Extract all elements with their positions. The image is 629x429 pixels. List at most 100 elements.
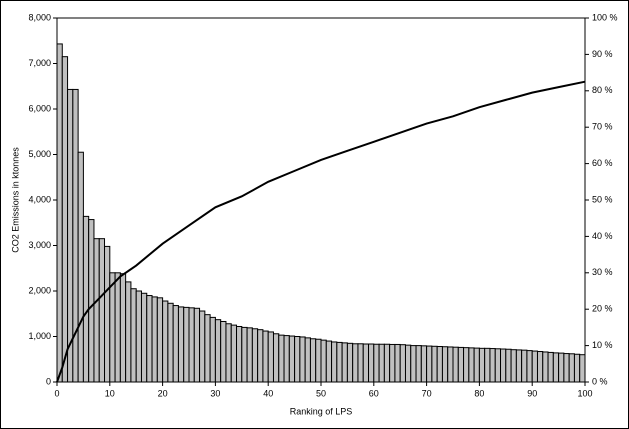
bar bbox=[521, 349, 528, 383]
y2-tick-label: 90 % bbox=[592, 49, 613, 59]
bar bbox=[241, 326, 248, 383]
bar bbox=[98, 238, 106, 383]
y2-tick-label: 100 % bbox=[592, 12, 618, 22]
bar bbox=[378, 343, 385, 383]
bar bbox=[125, 281, 132, 383]
bar bbox=[420, 345, 428, 383]
bar bbox=[61, 56, 69, 383]
y2-tick-label: 10 % bbox=[592, 340, 613, 350]
bar bbox=[93, 238, 100, 383]
x-tick-label: 30 bbox=[210, 388, 220, 398]
bar bbox=[167, 302, 174, 383]
bar bbox=[341, 342, 348, 383]
bar bbox=[272, 333, 280, 383]
bar bbox=[299, 336, 306, 383]
bar bbox=[177, 306, 185, 383]
bar bbox=[436, 346, 443, 383]
x-tick-label: 100 bbox=[577, 388, 592, 398]
bar bbox=[172, 305, 179, 383]
bar bbox=[188, 307, 195, 383]
bar bbox=[130, 288, 137, 383]
bar bbox=[426, 345, 433, 383]
bar bbox=[315, 338, 322, 383]
bar bbox=[119, 273, 127, 383]
bar bbox=[88, 219, 95, 383]
bar bbox=[104, 245, 111, 383]
bar bbox=[220, 320, 227, 383]
x-tick-label: 20 bbox=[158, 388, 168, 398]
bar bbox=[251, 328, 259, 383]
x-tick-label: 0 bbox=[54, 388, 59, 398]
bar bbox=[558, 352, 565, 383]
y2-tick-label: 20 % bbox=[592, 304, 613, 314]
bar bbox=[336, 341, 343, 383]
y-tick-label: 3,000 bbox=[28, 240, 51, 250]
bar bbox=[246, 327, 253, 383]
bar bbox=[505, 348, 512, 383]
bar bbox=[309, 338, 317, 383]
bar bbox=[563, 353, 570, 383]
bar bbox=[531, 350, 538, 383]
bar bbox=[214, 319, 222, 383]
bar bbox=[394, 343, 401, 383]
bar bbox=[352, 343, 359, 383]
bar bbox=[109, 272, 116, 383]
bar bbox=[404, 344, 412, 383]
bar bbox=[151, 296, 158, 383]
bar bbox=[346, 342, 354, 383]
bar bbox=[82, 215, 90, 383]
bar bbox=[209, 316, 216, 383]
bar bbox=[489, 348, 496, 383]
x-tick-label: 60 bbox=[369, 388, 379, 398]
y2-tick-label: 40 % bbox=[592, 231, 613, 241]
bar bbox=[389, 343, 396, 383]
bar bbox=[552, 352, 560, 383]
bar bbox=[156, 297, 164, 383]
bar bbox=[447, 346, 454, 383]
bar bbox=[204, 314, 211, 383]
bar bbox=[135, 290, 142, 383]
y-tick-label: 8,000 bbox=[28, 12, 51, 22]
bar bbox=[457, 346, 465, 383]
bar bbox=[431, 345, 438, 383]
bar bbox=[320, 339, 327, 383]
bar bbox=[278, 334, 285, 383]
y-tick-label: 6,000 bbox=[28, 103, 51, 113]
bar bbox=[484, 347, 491, 383]
bar bbox=[267, 331, 274, 383]
bar bbox=[568, 353, 575, 383]
bar bbox=[463, 347, 470, 383]
bar bbox=[494, 348, 502, 383]
x-axis-label: Ranking of LPS bbox=[290, 406, 353, 416]
x-tick-label: 40 bbox=[263, 388, 273, 398]
bar bbox=[183, 306, 190, 383]
bar bbox=[140, 292, 148, 383]
bar bbox=[468, 347, 475, 383]
y2-tick-label: 80 % bbox=[592, 85, 613, 95]
bar bbox=[114, 272, 121, 383]
bar bbox=[193, 307, 201, 383]
x-tick-label: 50 bbox=[316, 388, 326, 398]
bar bbox=[56, 43, 63, 383]
bar bbox=[383, 343, 391, 383]
bar bbox=[368, 343, 375, 383]
bar bbox=[452, 346, 459, 383]
bar bbox=[304, 337, 311, 383]
bar bbox=[473, 347, 480, 383]
bar bbox=[542, 351, 549, 383]
y2-tick-label: 50 % bbox=[592, 194, 613, 204]
bar bbox=[283, 335, 290, 383]
x-tick-label: 10 bbox=[105, 388, 115, 398]
y-axis-label: CO2 Emissions in ktonnes bbox=[10, 147, 20, 253]
bar bbox=[230, 324, 238, 383]
bar bbox=[357, 343, 364, 383]
x-tick-label: 70 bbox=[422, 388, 432, 398]
bar bbox=[331, 341, 338, 383]
cumulative-line bbox=[56, 80, 586, 383]
bar bbox=[399, 344, 406, 383]
bar bbox=[478, 347, 486, 383]
bar bbox=[257, 329, 264, 383]
bar bbox=[162, 300, 169, 383]
x-tick-label: 90 bbox=[527, 388, 537, 398]
